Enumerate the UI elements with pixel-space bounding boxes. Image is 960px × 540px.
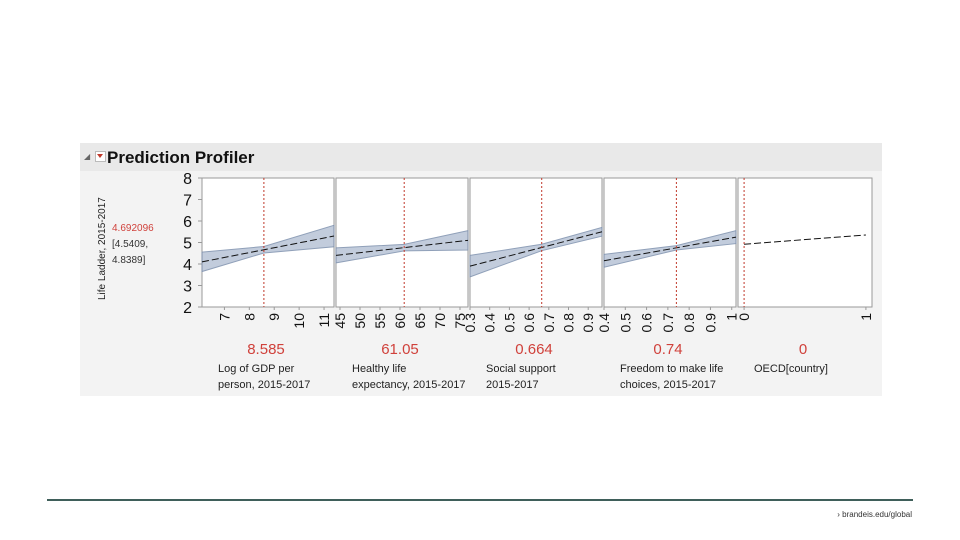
- x-tick-label: 1: [858, 313, 874, 321]
- footer-divider: [47, 499, 913, 501]
- x-tick-label: 7: [216, 313, 232, 321]
- x-tick-label: 10: [291, 313, 307, 329]
- factor-label: Log of GDP per: [218, 363, 295, 375]
- x-tick-label: 8: [241, 313, 257, 321]
- prediction-line: [603, 236, 737, 262]
- y-tick-label: 5: [183, 236, 192, 253]
- x-tick-label: 0.6: [521, 313, 537, 333]
- y-tick-label: 8: [183, 171, 192, 188]
- x-tick-label: 0.4: [596, 313, 612, 333]
- x-tick-label: 0: [736, 313, 752, 321]
- x-tick-label: 0.3: [462, 313, 478, 333]
- factor-label: person, 2015-2017: [218, 379, 310, 391]
- y-tick-label: 2: [183, 300, 192, 317]
- red-triangle-menu-icon[interactable]: [95, 151, 106, 162]
- factor-label: OECD[country]: [754, 363, 828, 375]
- title-bar: ◢ Prediction Profiler: [80, 143, 882, 171]
- x-tick-label: 11: [316, 313, 332, 328]
- y-tick-label: 4: [183, 257, 192, 274]
- prediction-line: [744, 234, 866, 245]
- y-tick-label: 3: [183, 279, 192, 296]
- x-tick-label: 70: [432, 313, 448, 329]
- x-tick-label: 0.9: [580, 313, 596, 333]
- x-tick-label: 45: [332, 313, 348, 329]
- y-tick-label: 7: [183, 193, 192, 210]
- factor-current-value: 0: [799, 341, 807, 358]
- x-tick-label: 0.8: [561, 313, 577, 333]
- x-tick-label: 0.5: [501, 313, 517, 333]
- collapse-triangle-icon[interactable]: ◢: [84, 152, 91, 161]
- prediction-profiler: ◢ Prediction Profiler Life Ladder, 2015-…: [80, 143, 882, 396]
- factor-current-value: 0.74: [653, 341, 682, 358]
- y-interval-low: [4.5409,: [112, 239, 148, 250]
- factor-label: 2015-2017: [486, 379, 539, 391]
- x-tick-label: 0.4: [482, 313, 498, 333]
- factor-current-value: 0.664: [515, 341, 553, 358]
- confidence-band: [603, 230, 737, 268]
- x-tick-label: 60: [392, 313, 408, 329]
- y-axis-label: Life Ladder, 2015-2017: [97, 197, 108, 300]
- x-tick-label: 50: [352, 313, 368, 329]
- prediction-line: [201, 235, 335, 263]
- x-tick-label: 0.7: [660, 313, 676, 333]
- factor-label: expectancy, 2015-2017: [352, 379, 466, 391]
- x-tick-label: 0.5: [617, 313, 633, 333]
- profiler-title: Prediction Profiler: [107, 148, 255, 167]
- footer-link[interactable]: › brandeis.edu/global: [837, 510, 912, 519]
- x-tick-label: 0.9: [702, 313, 718, 333]
- x-tick-label: 0.7: [541, 313, 557, 333]
- profile-panel: [737, 177, 873, 308]
- profile-panel: [469, 177, 603, 308]
- x-tick-label: 0.8: [681, 313, 697, 333]
- profiler-chart: Life Ladder, 2015-2017 4.692096 [4.5409, 4.…: [97, 171, 874, 391]
- y-tick-label: 6: [183, 214, 192, 231]
- x-tick-label: 0.6: [639, 313, 655, 333]
- prediction-line: [335, 239, 469, 256]
- x-tick-label: 75: [452, 313, 468, 329]
- confidence-band: [335, 230, 469, 264]
- y-current-value: 4.692096: [112, 223, 154, 234]
- y-interval-high: 4.8389]: [112, 255, 146, 266]
- x-tick-label: 65: [412, 313, 428, 329]
- prediction-line: [469, 231, 603, 267]
- x-tick-label: 1: [724, 313, 740, 321]
- factor-label: Social support: [486, 363, 556, 375]
- factor-label: Healthy life: [352, 363, 406, 375]
- factor-label: Freedom to make life: [620, 363, 723, 375]
- x-tick-label: 55: [372, 313, 388, 329]
- x-tick-label: 9: [266, 313, 282, 321]
- factor-current-value: 8.585: [247, 341, 285, 358]
- factor-label: choices, 2015-2017: [620, 379, 716, 391]
- confidence-band: [469, 226, 603, 278]
- factor-current-value: 61.05: [381, 341, 419, 358]
